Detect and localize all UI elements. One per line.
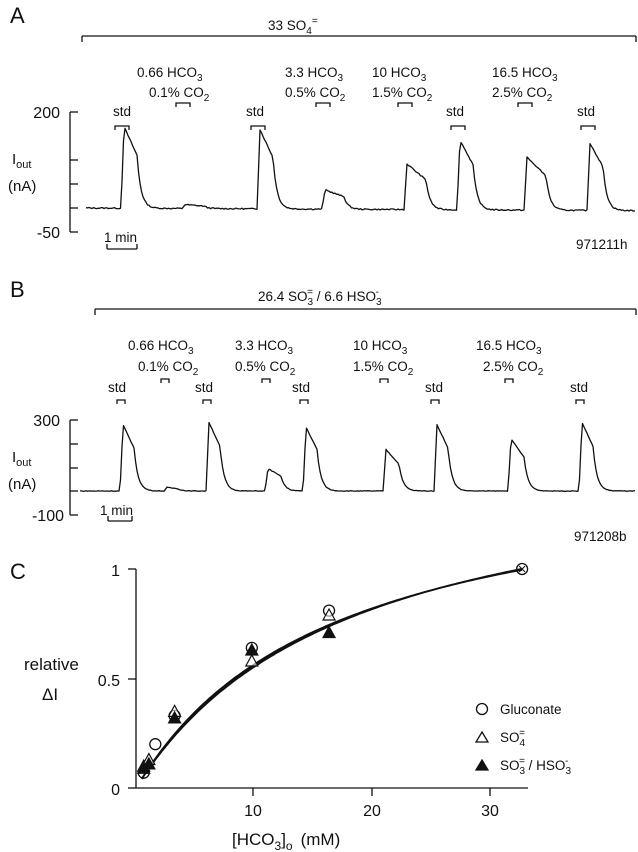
hco3-application-bracket	[175, 102, 191, 107]
panel-b-cond3-co2: 1.5% CO2	[353, 359, 414, 378]
panel-b-cond2-hco3: 3.3 HCO3	[235, 338, 294, 357]
panel-c-xtick-label: 30	[481, 803, 499, 820]
panel-b-cond4-hco3: 16.5 HCO3	[476, 338, 542, 357]
hco3-application-bracket	[397, 102, 413, 107]
fit-curve	[141, 569, 523, 779]
hco3-application-bracket	[261, 378, 271, 383]
hco3-application-bracket	[517, 102, 533, 107]
current-trace-line	[85, 127, 636, 212]
panel-a-cond2-hco3: 3.3 HCO3	[285, 65, 344, 84]
panel-b-ylabel: Iout	[12, 449, 31, 469]
panel-b-scale-bar-label: 1 min	[100, 503, 133, 518]
current-trace-line	[80, 421, 636, 492]
panel-b-ylabel-unit: (nA)	[8, 476, 36, 493]
hco3-application-bracket	[160, 378, 170, 383]
legend-marker-so3-hso3	[474, 758, 490, 771]
panel-a-cond3-hco3: 10 HCO3	[372, 65, 427, 84]
fit-curve	[141, 567, 523, 780]
panel-a-ytick-label-bottom: -50	[37, 225, 60, 242]
std-application-bracket	[575, 399, 585, 404]
panel-b-std-label: std	[292, 380, 310, 395]
panel-a-ylabel-unit: (nA)	[8, 178, 36, 195]
fit-curve	[141, 568, 523, 780]
panel-a-ylabel: Iout	[12, 151, 31, 171]
std-application-bracket	[299, 399, 309, 404]
panel-a-label: A	[10, 3, 25, 28]
panel-b-std-label: std	[570, 380, 588, 395]
std-application-bracket	[202, 399, 212, 404]
std-application-bracket	[450, 125, 466, 130]
panel-a-std-label: std	[577, 104, 595, 119]
panel-b: B 26.4 SO3= / 6.6 HSO3- 0.66 HCO3 0.1% C…	[8, 277, 637, 544]
legend-marker-so4	[474, 730, 490, 743]
panel-c-ylabel-delta: ΔI	[42, 685, 58, 704]
legend-label-so4: SO4=	[500, 728, 526, 749]
panel-b-record-id: 971208b	[574, 529, 627, 544]
std-application-bracket	[580, 125, 596, 130]
data-point-so3-hso3	[141, 756, 156, 770]
panel-c-fit-curves	[141, 567, 523, 780]
panel-a-current-trace	[85, 127, 636, 212]
panel-a-cond1-hco3: 0.66 HCO3	[137, 65, 203, 84]
hco3-application-bracket	[379, 378, 389, 383]
panel-c-xtick-label: 20	[363, 803, 381, 820]
panel-b-ytick-label-top: 300	[33, 413, 60, 430]
panel-c-xtick-label: 10	[244, 803, 262, 820]
data-point-so4	[244, 653, 259, 667]
std-application-bracket	[116, 399, 126, 404]
panel-a: A 33 SO4= 0.66 HCO3 0.1% CO2 3.3 HCO3 0.…	[8, 3, 637, 252]
panel-b-label: B	[10, 277, 25, 302]
panel-a-record-id: 971211h	[576, 237, 628, 252]
data-point-cross	[518, 565, 526, 573]
panel-b-cond4-co2: 2.5% CO2	[483, 359, 544, 378]
panel-c-data-points	[136, 562, 529, 779]
data-point-so3-hso3	[167, 710, 182, 724]
legend-label-gluconate: Gluconate	[500, 702, 562, 717]
data-point-so3-hso3	[322, 625, 337, 639]
legend-label-so3-hso3: SO3= / HSO3-	[500, 756, 571, 777]
panel-a-std-label: std	[246, 104, 264, 119]
std-application-bracket	[250, 125, 266, 130]
panel-a-cond1-co2: 0.1% CO2	[149, 85, 210, 104]
panel-c-xlabel: [HCO3]o (mM)	[232, 830, 340, 852]
panel-b-std-label: std	[425, 380, 443, 395]
data-point-gluconate	[515, 562, 529, 576]
legend-marker-gluconate	[475, 702, 489, 716]
panel-b-cond3-hco3: 10 HCO3	[353, 338, 408, 357]
panel-a-cond4-co2: 2.5% CO2	[492, 85, 553, 104]
panel-a-scale-bar-label: 1 min	[104, 230, 137, 245]
panel-b-cond2-co2: 0.5% CO2	[235, 359, 296, 378]
panel-b-ytick-label-bottom: -100	[32, 508, 64, 525]
panel-b-std-label: std	[108, 380, 126, 395]
panel-a-cond2-co2: 0.5% CO2	[285, 85, 346, 104]
hco3-application-bracket	[504, 378, 514, 383]
panel-a-application-brackets	[114, 102, 596, 130]
panel-a-std-label: std	[446, 104, 464, 119]
panel-b-cond1-hco3: 0.66 HCO3	[128, 338, 194, 357]
panel-b-application-brackets	[116, 378, 585, 404]
panel-a-ytick-label-top: 200	[33, 105, 60, 122]
hco3-application-bracket	[315, 102, 331, 107]
data-point-so4	[322, 607, 337, 621]
data-point-so3-hso3	[244, 642, 259, 656]
panel-b-current-trace	[80, 421, 636, 492]
panel-c-ylabel: relative	[24, 655, 79, 674]
panel-c: C 1 0.5 0 10 20 30 relative ΔI [HCO3]o (m…	[10, 559, 571, 852]
panel-a-solution-label: 33 SO4=	[268, 16, 318, 37]
std-application-bracket	[430, 399, 440, 404]
panel-c-ytick-label: 1	[111, 563, 120, 580]
panel-a-std-label: std	[113, 104, 131, 119]
panel-b-solution-label: 26.4 SO3= / 6.6 HSO3-	[258, 287, 382, 308]
data-point-gluconate	[149, 738, 162, 751]
panel-b-std-label: std	[195, 380, 213, 395]
panel-a-cond3-co2: 1.5% CO2	[372, 85, 433, 104]
panel-c-legend: Gluconate SO4= SO3= / HSO3-	[474, 702, 571, 777]
panel-c-ytick-label: 0	[111, 782, 120, 799]
panel-c-ytick-label: 0.5	[98, 673, 120, 690]
panel-c-label: C	[10, 559, 26, 584]
panel-a-cond4-hco3: 16.5 HCO3	[492, 65, 558, 84]
std-application-bracket	[114, 125, 130, 130]
panel-b-cond1-co2: 0.1% CO2	[138, 359, 199, 378]
